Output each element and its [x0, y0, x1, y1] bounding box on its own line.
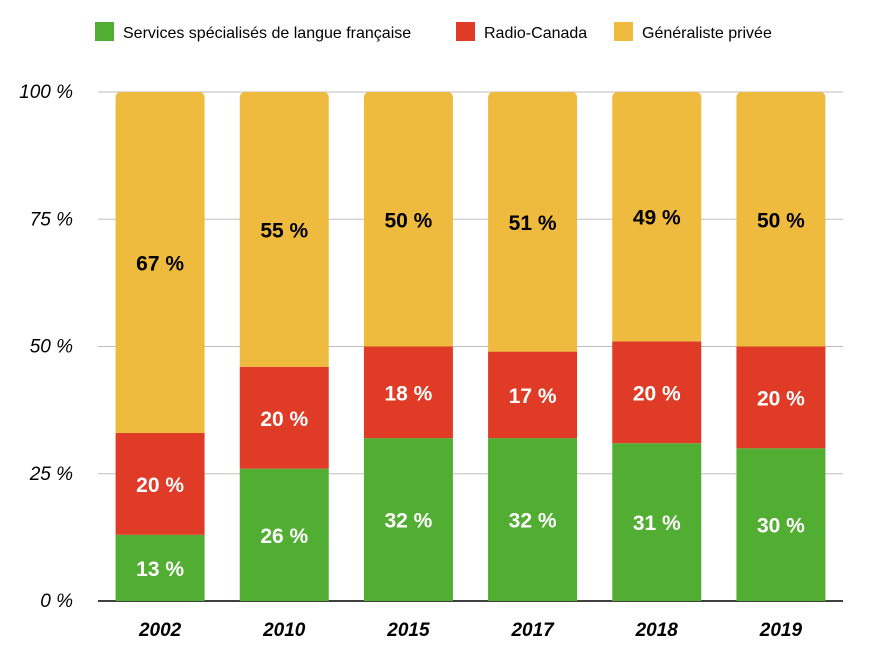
data-label: 50 % — [384, 209, 432, 232]
x-axis: 2002 2010 2015 2017 2018 2019 — [138, 620, 803, 641]
bar-segment-0-2019 — [736, 448, 826, 601]
legend-swatch — [614, 22, 633, 41]
y-tick-label: 75 % — [30, 209, 73, 230]
bar-segment-2-2002 — [115, 92, 205, 434]
bar-segment-1-2015 — [363, 346, 453, 439]
legend-label: Radio-Canada — [484, 25, 587, 42]
y-tick-label: 50 % — [30, 337, 73, 358]
x-tick-label: 2015 — [386, 620, 430, 641]
legend-label: Services spécialisés de langue française — [123, 25, 411, 42]
data-label: 50 % — [757, 209, 805, 232]
bar-segment-2-2019 — [736, 92, 826, 347]
bars — [115, 92, 826, 601]
bar-segment-1-2018 — [612, 341, 702, 444]
y-tick-label: 0 % — [40, 591, 73, 612]
data-label: 26 % — [260, 525, 308, 548]
data-label: 18 % — [384, 382, 432, 405]
data-label: 20 % — [633, 382, 681, 405]
x-tick-label: 2018 — [635, 620, 679, 641]
data-label: 51 % — [509, 212, 557, 235]
y-axis: 0 % 25 % 50 % 75 % 100 % — [19, 82, 73, 612]
gridlines — [98, 91, 843, 602]
bar-segment-1-2017 — [488, 351, 578, 439]
data-label: 32 % — [509, 510, 557, 533]
legend-label: Généraliste privée — [642, 25, 772, 42]
x-tick-label: 2002 — [138, 620, 182, 641]
bar-segment-0-2018 — [612, 443, 702, 601]
bar-segment-2-2015 — [363, 92, 453, 347]
data-label: 20 % — [757, 387, 805, 410]
data-label: 17 % — [509, 385, 557, 408]
data-label: 30 % — [757, 515, 805, 538]
legend: Services spécialisés de langue française… — [95, 22, 772, 42]
data-label: 49 % — [633, 207, 681, 230]
bar-segment-0-2017 — [488, 438, 578, 601]
legend-swatch — [95, 22, 114, 41]
bar-segment-0-2010 — [239, 468, 329, 601]
x-tick-label: 2010 — [262, 620, 306, 641]
bar-segment-1-2019 — [736, 346, 826, 449]
bar-segment-1-2010 — [239, 366, 329, 469]
bar-segment-2-2018 — [612, 92, 702, 342]
legend-swatch — [456, 22, 475, 41]
data-label: 67 % — [136, 253, 184, 276]
bar-segment-0-2015 — [363, 438, 453, 601]
data-label: 20 % — [136, 474, 184, 497]
data-label: 32 % — [384, 510, 432, 533]
bar-segment-2-2017 — [488, 92, 578, 352]
y-tick-label: 100 % — [19, 82, 73, 103]
bar-segment-1-2002 — [115, 433, 205, 535]
bar-segment-0-2002 — [115, 534, 205, 601]
bar-segment-2-2010 — [239, 92, 329, 367]
x-tick-label: 2017 — [510, 620, 555, 641]
data-label: 31 % — [633, 512, 681, 535]
y-tick-label: 25 % — [29, 464, 73, 485]
data-label: 13 % — [136, 558, 184, 581]
data-label: 55 % — [260, 219, 308, 242]
data-labels: 13 % 20 % 67 % 26 % 20 % 55 % 32 % 18 % 50 % 32 %… — [136, 207, 805, 581]
x-tick-label: 2019 — [759, 620, 803, 641]
data-label: 20 % — [260, 408, 308, 431]
